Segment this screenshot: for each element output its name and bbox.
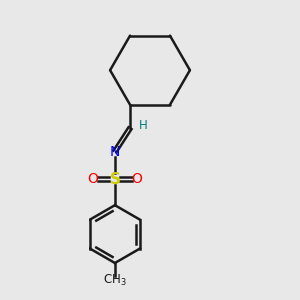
Text: S: S (110, 172, 120, 187)
Text: O: O (88, 172, 98, 186)
Text: H: H (139, 119, 148, 132)
Text: O: O (131, 172, 142, 186)
Text: CH$_3$: CH$_3$ (103, 273, 127, 288)
Text: N: N (110, 145, 120, 158)
